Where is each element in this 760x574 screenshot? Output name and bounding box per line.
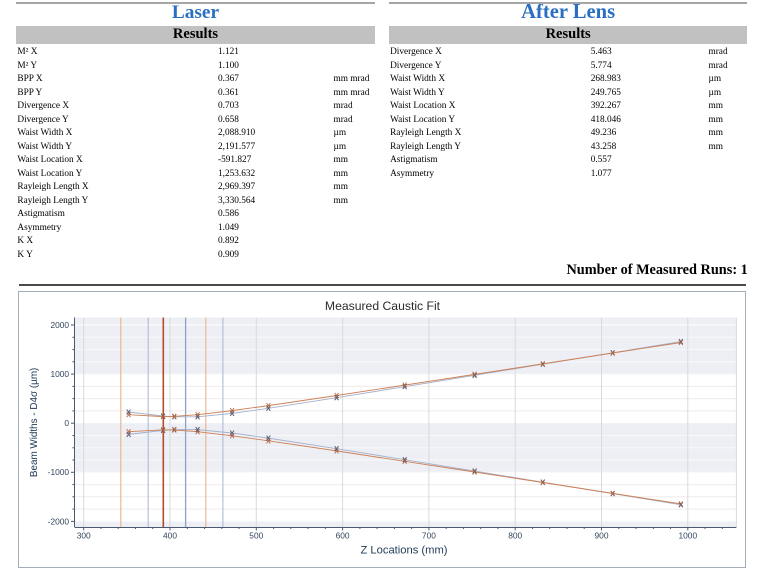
svg-text:900: 900 xyxy=(595,531,609,541)
svg-text:Measured Caustic Fit: Measured Caustic Fit xyxy=(325,299,441,313)
svg-text:0: 0 xyxy=(64,418,69,428)
svg-text:2000: 2000 xyxy=(50,320,69,330)
svg-text:300: 300 xyxy=(77,531,91,541)
svg-text:600: 600 xyxy=(336,531,350,541)
svg-text:700: 700 xyxy=(422,531,436,541)
svg-text:-1000: -1000 xyxy=(48,467,70,477)
svg-text:1000: 1000 xyxy=(50,369,69,379)
svg-text:Beam Widths - D4σ (µm): Beam Widths - D4σ (µm) xyxy=(29,368,40,477)
svg-text:-2000: -2000 xyxy=(48,516,70,526)
svg-text:400: 400 xyxy=(163,531,177,541)
svg-text:800: 800 xyxy=(508,531,522,541)
svg-text:Z Locations (mm): Z Locations (mm) xyxy=(360,545,447,557)
svg-text:1000: 1000 xyxy=(678,531,697,541)
svg-text:500: 500 xyxy=(249,531,263,541)
